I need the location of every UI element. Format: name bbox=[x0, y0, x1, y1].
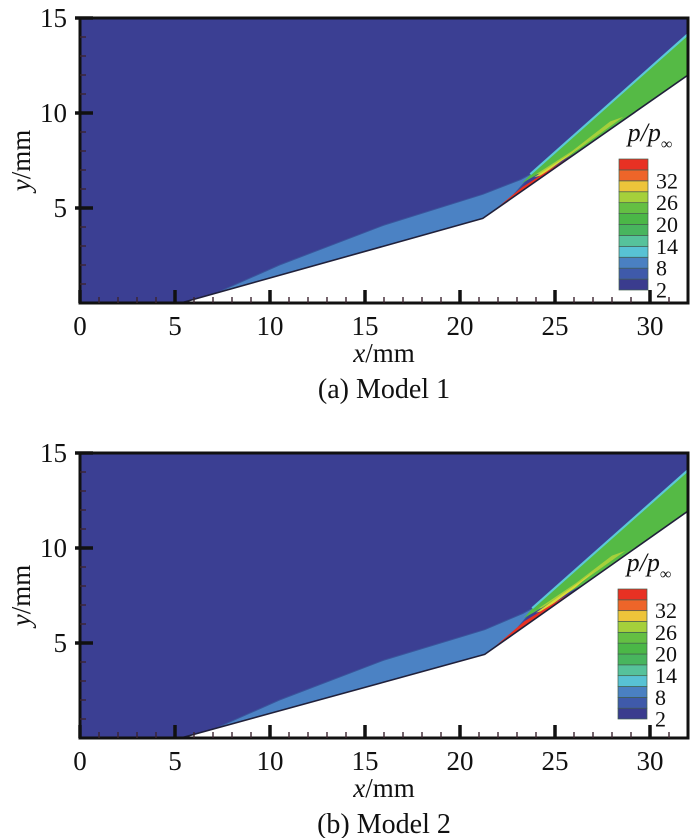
colorbar-title: p/p∞ bbox=[625, 548, 672, 583]
x-tick-label: 5 bbox=[168, 311, 182, 341]
y-axis-label: y/mm bbox=[6, 130, 36, 195]
region-model-body bbox=[180, 75, 688, 303]
colorbar-band bbox=[618, 245, 649, 258]
region-body-surface-outline bbox=[180, 74, 688, 303]
y-axis-var: y bbox=[6, 614, 36, 629]
x-axis-label: x/mm bbox=[352, 773, 415, 803]
x-tick-label: 20 bbox=[447, 311, 474, 341]
y-tick-label: 10 bbox=[40, 533, 67, 563]
x-tick-label: 10 bbox=[257, 311, 284, 341]
colorbar-title-main: p/p bbox=[626, 118, 661, 147]
y-axis-unit: /mm bbox=[6, 130, 36, 180]
x-tick-label: 5 bbox=[168, 746, 182, 776]
colorbar-band bbox=[618, 224, 649, 236]
region-model-body bbox=[180, 511, 688, 738]
x-tick-label: 10 bbox=[257, 746, 284, 776]
panel-caption: (b) Model 2 bbox=[317, 809, 451, 838]
colorbar-band bbox=[617, 653, 648, 666]
x-tick-label: 0 bbox=[73, 746, 87, 776]
colorbar-band bbox=[618, 169, 649, 182]
colorbar-tick-label: 14 bbox=[656, 234, 678, 259]
colorbar-tick-label: 8 bbox=[656, 256, 667, 281]
y-tick-label: 5 bbox=[54, 193, 68, 223]
colorbar-tick-label: 14 bbox=[655, 663, 677, 688]
colorbar-band bbox=[618, 278, 649, 291]
y-tick-label: 15 bbox=[40, 3, 67, 33]
x-axis-var: x bbox=[352, 338, 365, 368]
colorbar-title-main: p/p bbox=[625, 548, 660, 577]
x-tick-label: 30 bbox=[637, 311, 664, 341]
colorbar-band bbox=[617, 675, 648, 687]
colorbar-band bbox=[618, 213, 649, 225]
colorbar-band bbox=[617, 621, 648, 633]
colorbar-tick-label: 26 bbox=[655, 620, 677, 645]
colorbar-band bbox=[617, 696, 648, 709]
colorbar-band bbox=[618, 202, 649, 214]
y-axis-unit: /mm bbox=[6, 565, 36, 615]
colorbar-band bbox=[617, 599, 648, 612]
colorbar-band bbox=[617, 707, 648, 720]
contour-region-layer bbox=[80, 453, 688, 738]
x-tick-label: 25 bbox=[542, 746, 569, 776]
colorbar-title-sub: ∞ bbox=[660, 566, 671, 583]
colorbar-tick-label: 32 bbox=[656, 168, 678, 193]
colorbar-band bbox=[617, 610, 648, 622]
x-tick-label: 0 bbox=[73, 311, 87, 341]
colorbar-band bbox=[617, 642, 648, 655]
y-tick-label: 5 bbox=[54, 628, 68, 658]
region-expansion-lime-streak bbox=[536, 116, 624, 175]
colorbar-tick-label: 26 bbox=[656, 190, 678, 215]
y-tick-label: 15 bbox=[40, 438, 67, 468]
colorbar-tick-label: 2 bbox=[656, 278, 667, 303]
colorbar-title-sub: ∞ bbox=[661, 136, 672, 153]
colorbar-tick-label: 2 bbox=[655, 707, 666, 732]
x-tick-label: 30 bbox=[637, 746, 664, 776]
colorbar-tick-label: 32 bbox=[655, 598, 677, 623]
x-tick-label: 25 bbox=[542, 311, 569, 341]
colorbar-tick-label: 8 bbox=[655, 685, 666, 710]
colorbar-band bbox=[617, 588, 648, 601]
x-axis-label: x/mm bbox=[352, 338, 415, 368]
colorbar-title: p/p∞ bbox=[626, 118, 673, 153]
colorbar-band bbox=[618, 267, 649, 280]
region-shock-cyan-edge bbox=[529, 33, 688, 176]
region-shock-cyan-edge bbox=[531, 469, 688, 610]
x-tick-label: 15 bbox=[352, 311, 379, 341]
x-axis-unit: /mm bbox=[365, 338, 415, 368]
x-tick-label: 20 bbox=[447, 746, 474, 776]
colorbar-band bbox=[617, 686, 648, 698]
colorbar-band bbox=[617, 631, 648, 644]
contour-region-layer bbox=[80, 18, 688, 303]
colorbar-band bbox=[618, 235, 649, 247]
colorbar-band bbox=[618, 180, 649, 193]
region-expansion-lime-streak bbox=[537, 550, 626, 609]
y-tick-label: 10 bbox=[40, 98, 67, 128]
y-axis-var: y bbox=[6, 179, 36, 194]
x-axis-unit: /mm bbox=[365, 773, 415, 803]
colorbar-tick-label: 20 bbox=[655, 642, 677, 667]
colorbar-band bbox=[618, 191, 649, 204]
x-tick-label: 15 bbox=[352, 746, 379, 776]
y-axis-label: y/mm bbox=[6, 565, 36, 630]
colorbar-band bbox=[618, 158, 649, 171]
panel-caption: (a) Model 1 bbox=[318, 374, 450, 405]
colorbar-tick-label: 20 bbox=[656, 212, 678, 237]
colorbar-band bbox=[617, 664, 648, 677]
x-axis-var: x bbox=[352, 773, 365, 803]
colorbar-band bbox=[618, 256, 649, 269]
region-body-surface-outline bbox=[180, 510, 688, 738]
